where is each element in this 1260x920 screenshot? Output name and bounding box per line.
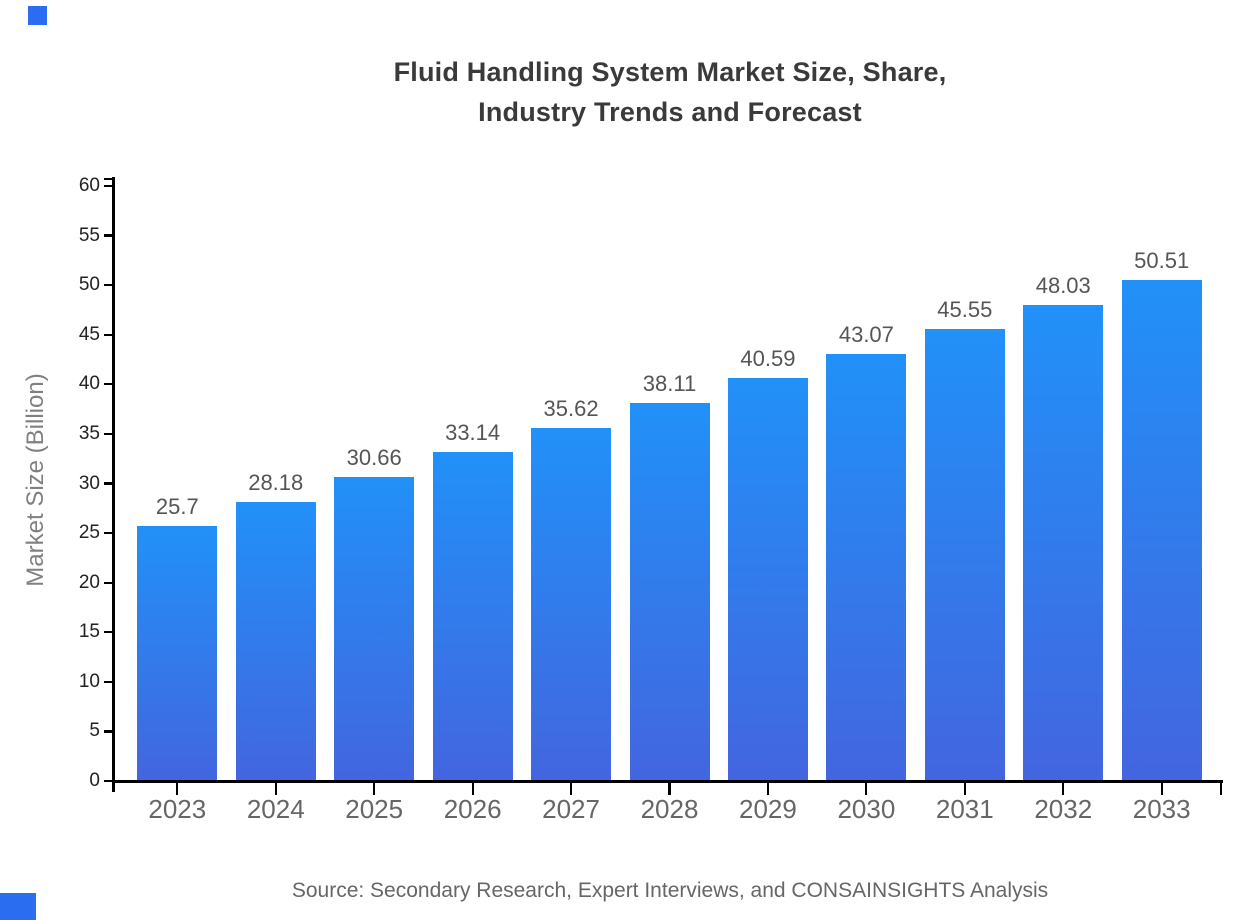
y-tick-label: 45 [78,323,100,345]
y-tick-mark [104,184,112,188]
x-tick-mark [1062,783,1065,795]
x-tick-label: 2025 [345,794,404,824]
bar-value-label: 30.66 [346,444,402,470]
bar-2029 [727,378,808,782]
y-axis-line [112,177,115,792]
y-tick-mark [104,383,112,386]
bar-value-label: 48.03 [1035,272,1091,298]
y-tick-mark [104,531,112,535]
bar-2026 [432,452,513,782]
x-tick-mark [865,783,868,795]
x-tick-label: 2026 [443,794,502,824]
bar-2032 [1023,304,1104,782]
x-tick-label: 2028 [640,794,699,824]
bar-value-label: 25.7 [155,494,199,520]
x-tick-label: 2024 [246,794,305,824]
x-tick-mark [963,783,966,795]
x-tick-label: 2032 [1034,794,1093,824]
bar-2024 [235,501,316,782]
corner-marker-top-left [28,6,47,25]
bar-2030 [826,353,907,782]
bar-value-label: 45.55 [937,297,993,323]
bar-2031 [924,329,1005,782]
y-tick-mark [104,333,112,336]
bar-value-label: 40.59 [740,346,796,372]
bar-2033 [1121,280,1202,782]
y-tick-label: 35 [78,422,100,444]
bar-2027 [531,427,612,782]
bar-2023 [137,526,218,782]
y-tick-label: 10 [78,670,100,692]
x-tick-mark [569,783,573,795]
y-tick-mark [104,730,112,733]
corner-marker-bottom-left [0,893,36,920]
x-axis-line [112,780,1223,783]
x-tick-mark [668,783,671,795]
x-tick-mark [766,783,770,795]
bar-value-label: 50.51 [1134,248,1190,274]
chart-title-line1: Fluid Handling System Market Size, Share… [393,57,947,87]
y-tick-mark [104,432,112,435]
y-tick-mark [104,234,112,237]
chart-title-line2: Industry Trends and Forecast [478,97,862,127]
x-tick-label: 2023 [148,794,207,824]
y-tick-mark [104,482,112,485]
x-tick-mark [176,783,179,795]
x-tick-label: 2030 [837,794,896,824]
y-tick-label: 30 [78,472,100,494]
y-tick-label: 20 [78,571,100,593]
y-tick-label: 15 [78,621,100,643]
y-tick-mark [104,779,112,783]
bar-2028 [629,403,710,782]
x-tick-label: 2027 [542,794,600,824]
x-tick-label: 2029 [739,794,797,824]
y-axis-end-cap [104,177,112,180]
bar-value-label: 35.62 [543,395,599,421]
bar-value-label: 28.18 [248,469,304,495]
y-tick-mark [104,284,112,287]
bar-value-label: 38.11 [642,371,697,397]
y-tick-label: 40 [78,373,100,395]
x-axis-end-tick [1219,783,1223,795]
x-tick-mark [471,783,474,795]
y-tick-mark [104,680,112,683]
y-tick-label: 55 [78,224,100,246]
chart-title: Fluid Handling System Market Size, Share… [394,52,947,132]
bar-value-label: 33.14 [445,420,501,446]
x-tick-mark [274,783,277,795]
y-tick-label: 0 [89,770,100,791]
x-tick-label: 2033 [1132,794,1191,824]
x-tick-label: 2031 [935,794,994,824]
y-tick-mark [104,631,112,634]
source-note: Source: Secondary Research, Expert Inter… [291,879,1049,902]
x-tick-mark [1160,783,1163,795]
bar-value-label: 43.07 [838,321,894,347]
y-tick-label: 25 [78,522,100,544]
bar-2025 [334,476,415,782]
y-tick-label: 60 [78,175,100,196]
y-tick-label: 50 [78,274,100,296]
y-tick-label: 5 [89,720,100,742]
y-tick-mark [104,581,112,584]
x-tick-mark [373,783,376,795]
